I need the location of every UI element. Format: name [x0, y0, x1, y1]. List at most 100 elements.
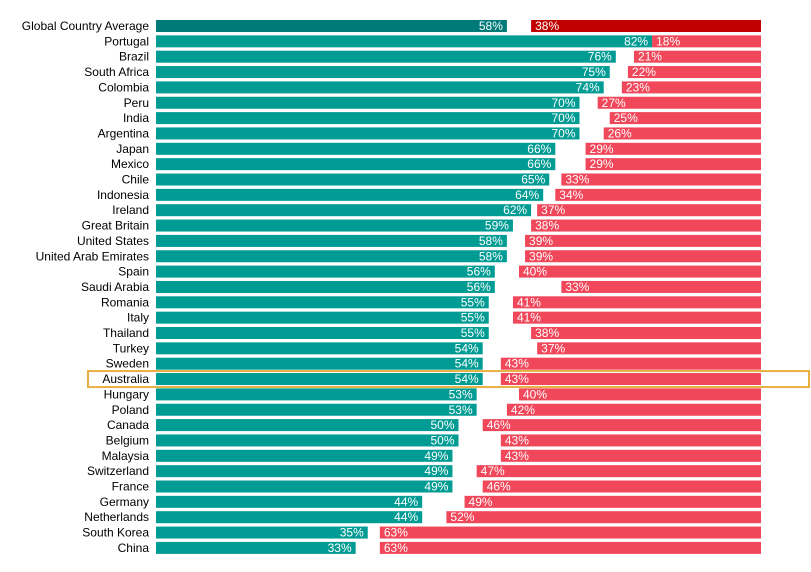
teal-bar-hungary — [156, 388, 477, 401]
teal-bar-canada — [156, 419, 459, 432]
red-bar-turkey — [537, 342, 761, 355]
teal-bar-mexico — [156, 158, 556, 171]
red-bar-united-states — [525, 234, 761, 247]
red-bar-italy — [512, 311, 761, 324]
teal-value-label-france: 49% — [424, 480, 448, 494]
teal-value-label-global-country-average: 58% — [479, 19, 503, 33]
red-bar-spain — [519, 265, 761, 278]
red-bar-great-britain — [531, 219, 761, 232]
teal-bar-poland — [156, 403, 477, 416]
red-bar-united-arab-emirates — [525, 250, 761, 263]
teal-bar-china — [156, 541, 356, 554]
teal-value-label-romania: 55% — [461, 295, 485, 309]
teal-bar-portugal — [156, 35, 653, 48]
red-value-label-switzerland: 47% — [481, 464, 505, 478]
red-value-label-india: 25% — [614, 111, 638, 125]
red-value-label-united-arab-emirates: 39% — [529, 249, 553, 263]
red-value-label-indonesia: 34% — [559, 188, 583, 202]
country-label-south-korea: South Korea — [82, 526, 149, 540]
country-label-great-britain: Great Britain — [82, 219, 149, 233]
teal-bar-belgium — [156, 434, 459, 447]
teal-bar-japan — [156, 142, 556, 155]
teal-value-label-thailand: 55% — [461, 326, 485, 340]
red-bar-ireland — [537, 204, 761, 217]
teal-value-label-china: 33% — [328, 541, 352, 555]
teal-value-label-japan: 66% — [527, 142, 551, 156]
teal-bar-turkey — [156, 342, 483, 355]
teal-value-label-brazil: 76% — [588, 50, 612, 64]
country-label-netherlands: Netherlands — [84, 510, 149, 524]
red-value-label-netherlands: 52% — [450, 510, 474, 524]
teal-value-label-argentina: 70% — [551, 126, 575, 140]
teal-value-label-sweden: 54% — [455, 357, 479, 371]
country-label-saudi-arabia: Saudi Arabia — [81, 280, 149, 294]
teal-bar-germany — [156, 495, 423, 508]
teal-value-label-peru: 70% — [551, 96, 575, 110]
country-label-united-states: United States — [77, 234, 149, 248]
red-bar-romania — [512, 296, 761, 309]
red-value-label-global-country-average: 38% — [535, 19, 559, 33]
teal-value-label-south-korea: 35% — [340, 526, 364, 540]
teal-bar-switzerland — [156, 465, 453, 478]
red-bar-canada — [482, 419, 761, 432]
teal-bar-global-country-average — [156, 20, 507, 32]
country-label-china: China — [118, 541, 150, 555]
red-value-label-germany: 49% — [469, 495, 493, 509]
red-bar-japan — [585, 142, 761, 155]
teal-value-label-netherlands: 44% — [394, 510, 418, 524]
country-label-colombia: Colombia — [98, 80, 149, 94]
country-label-belgium: Belgium — [106, 433, 149, 447]
teal-bar-malaysia — [156, 449, 453, 462]
red-value-label-china: 63% — [384, 541, 408, 555]
country-label-argentina: Argentina — [98, 126, 150, 140]
teal-bar-brazil — [156, 50, 616, 63]
red-bar-argentina — [603, 127, 761, 140]
teal-value-label-great-britain: 59% — [485, 219, 509, 233]
teal-value-label-portugal: 82% — [624, 34, 648, 48]
country-label-thailand: Thailand — [103, 326, 149, 340]
teal-bar-italy — [156, 311, 489, 324]
country-label-france: France — [112, 480, 150, 494]
country-label-spain: Spain — [118, 265, 149, 279]
teal-value-label-india: 70% — [551, 111, 575, 125]
teal-bar-romania — [156, 296, 489, 309]
country-label-italy: Italy — [127, 311, 149, 325]
teal-value-label-colombia: 74% — [576, 80, 600, 94]
red-bar-south-korea — [379, 526, 761, 539]
red-bar-india — [609, 112, 761, 125]
red-value-label-france: 46% — [487, 480, 511, 494]
teal-value-label-mexico: 66% — [527, 157, 551, 171]
teal-bar-united-states — [156, 234, 507, 247]
red-bar-poland — [506, 403, 761, 416]
teal-bar-netherlands — [156, 511, 423, 524]
teal-bar-france — [156, 480, 453, 493]
red-value-label-italy: 41% — [517, 311, 541, 325]
red-bar-malaysia — [500, 449, 761, 462]
red-value-label-australia: 43% — [505, 372, 529, 386]
red-value-label-brazil: 21% — [638, 50, 662, 64]
teal-value-label-spain: 56% — [467, 265, 491, 279]
red-bar-belgium — [500, 434, 761, 447]
red-value-label-ireland: 37% — [541, 203, 565, 217]
teal-value-label-australia: 54% — [455, 372, 479, 386]
teal-value-label-canada: 50% — [430, 418, 454, 432]
red-bar-mexico — [585, 158, 761, 171]
teal-value-label-turkey: 54% — [455, 341, 479, 355]
teal-bar-argentina — [156, 127, 580, 140]
red-bar-sweden — [500, 357, 761, 370]
teal-bar-australia — [156, 373, 483, 386]
red-bar-netherlands — [446, 511, 761, 524]
red-bar-australia — [500, 373, 761, 386]
country-label-canada: Canada — [107, 418, 149, 432]
teal-value-label-malaysia: 49% — [424, 449, 448, 463]
teal-value-label-chile: 65% — [521, 173, 545, 187]
red-value-label-portugal: 18% — [656, 34, 680, 48]
country-label-hungary: Hungary — [104, 387, 149, 401]
red-value-label-united-states: 39% — [529, 234, 553, 248]
country-label-romania: Romania — [101, 295, 149, 309]
country-label-brazil: Brazil — [119, 50, 149, 64]
country-label-global-country-average: Global Country Average — [22, 19, 150, 33]
red-bar-germany — [464, 495, 761, 508]
teal-bar-thailand — [156, 327, 489, 339]
